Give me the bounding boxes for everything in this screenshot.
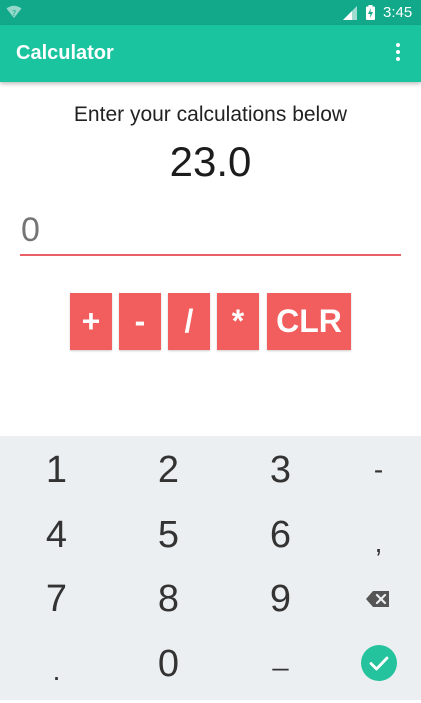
clear-button[interactable]: CLR — [267, 293, 351, 350]
status-bar: ? 3:45 — [0, 0, 421, 25]
minus-button[interactable]: - — [119, 293, 161, 350]
checkmark-icon — [369, 656, 389, 671]
key-comma[interactable]: , — [374, 527, 383, 558]
numeric-keypad: 1 2 3 - 4 5 6 , 7 8 9 . 0 _ — [0, 436, 421, 700]
key-3[interactable]: 3 — [269, 449, 292, 491]
signal-icon — [343, 6, 357, 20]
backspace-icon[interactable] — [365, 589, 391, 609]
plus-button[interactable]: + — [70, 293, 112, 350]
key-7[interactable]: 7 — [45, 578, 68, 620]
key-1[interactable]: 1 — [45, 449, 68, 491]
key-5[interactable]: 5 — [157, 514, 180, 556]
key-9[interactable]: 9 — [269, 578, 292, 620]
key-2[interactable]: 2 — [157, 449, 180, 491]
app-bar: Calculator — [0, 25, 421, 82]
key-0[interactable]: 0 — [157, 643, 180, 685]
key-4[interactable]: 4 — [45, 514, 68, 556]
instruction-text: Enter your calculations below — [73, 103, 348, 126]
result-display: 23.0 — [169, 138, 252, 185]
battery-icon — [366, 5, 375, 20]
key-8[interactable]: 8 — [157, 578, 180, 620]
calculation-input[interactable] — [20, 206, 401, 256]
multiply-button[interactable]: * — [217, 293, 259, 350]
key-space[interactable]: _ — [272, 640, 289, 671]
svg-text:?: ? — [12, 9, 16, 18]
app-title: Calculator — [16, 42, 114, 64]
key-minus[interactable]: - — [373, 454, 384, 485]
status-time: 3:45 — [383, 4, 413, 21]
divide-button[interactable]: / — [168, 293, 210, 350]
wifi-icon: ? — [6, 5, 22, 18]
overflow-menu-icon[interactable] — [390, 41, 406, 65]
key-6[interactable]: 6 — [269, 514, 292, 556]
key-period[interactable]: . — [52, 655, 61, 686]
done-button[interactable] — [361, 645, 397, 681]
